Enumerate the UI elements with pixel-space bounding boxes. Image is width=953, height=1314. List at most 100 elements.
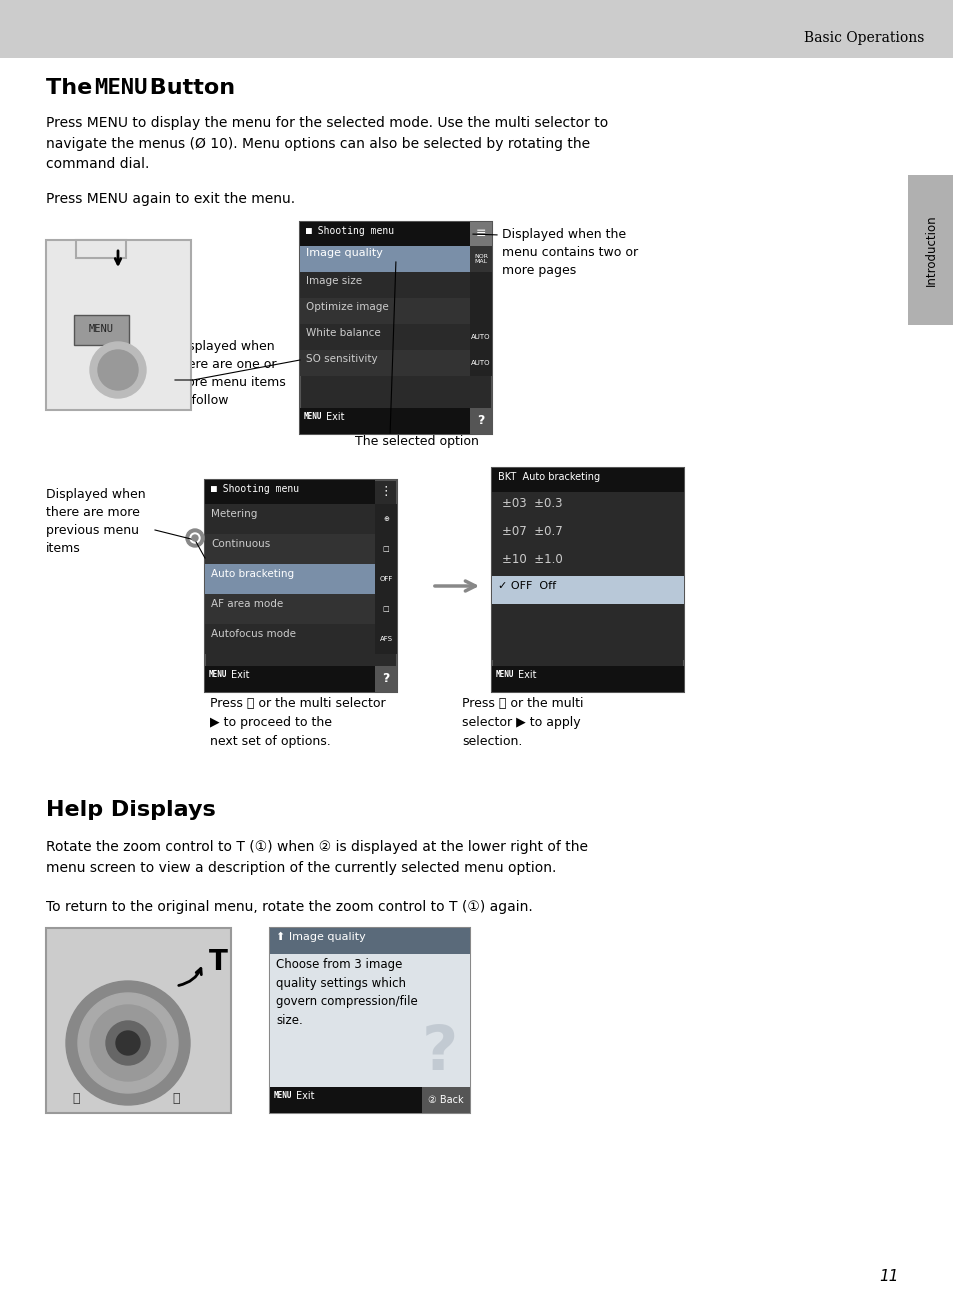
Text: BKT  Auto bracketing: BKT Auto bracketing (497, 472, 599, 482)
Text: Image size: Image size (306, 276, 362, 286)
Bar (76, 240, 126, 258)
Text: T: T (88, 1101, 93, 1112)
Text: ±10  ±1.0: ±10 ±1.0 (501, 553, 562, 566)
Text: MENU: MENU (89, 325, 113, 334)
Bar (205, 666, 375, 692)
Text: Optimize image: Optimize image (306, 302, 388, 311)
Text: ⊕: ⊕ (383, 516, 389, 522)
Circle shape (90, 1005, 166, 1081)
Bar (492, 520, 683, 548)
Text: ?: ? (382, 673, 389, 686)
Bar (205, 533, 375, 564)
Text: ?: ? (476, 414, 484, 427)
Text: ⋮: ⋮ (379, 485, 392, 498)
Text: ±03  ±0.3: ±03 ±0.3 (501, 497, 562, 510)
Text: Rotate the zoom control to T (①) when ② is displayed at the lower right of the
m: Rotate the zoom control to T (①) when ② … (46, 840, 587, 875)
Bar (375, 564, 396, 594)
Text: MENU: MENU (94, 78, 148, 99)
Circle shape (190, 533, 200, 543)
Bar (470, 325, 492, 350)
Bar (46, 928, 231, 1113)
Text: AF area mode: AF area mode (211, 599, 283, 608)
Bar (421, 1087, 470, 1113)
Bar (375, 505, 396, 533)
Bar (299, 222, 492, 434)
Circle shape (78, 993, 178, 1093)
Bar (299, 350, 470, 376)
Text: To return to the original menu, rotate the zoom control to T (①) again.: To return to the original menu, rotate t… (46, 900, 532, 915)
Circle shape (98, 350, 138, 390)
Text: Help Displays: Help Displays (46, 800, 215, 820)
Text: ✓ OFF  Off: ✓ OFF Off (497, 581, 556, 591)
Bar (375, 594, 396, 624)
Bar (270, 954, 470, 1087)
Bar (205, 564, 375, 594)
Bar (205, 505, 375, 533)
Text: The selected option: The selected option (355, 435, 478, 448)
Bar (299, 298, 470, 325)
Text: SO sensitivity: SO sensitivity (306, 353, 377, 364)
Text: Exit: Exit (231, 670, 250, 681)
Text: Exit: Exit (517, 670, 536, 681)
Text: W: W (161, 1101, 171, 1112)
Text: AFS: AFS (379, 636, 392, 643)
Bar (492, 632, 683, 660)
Text: □: □ (382, 606, 389, 612)
Text: □: □ (382, 547, 389, 552)
Bar (492, 666, 683, 692)
Text: ⓝ: ⓝ (172, 1092, 179, 1105)
Text: Press Ⓚ or the multi
selector ▶ to apply
selection.: Press Ⓚ or the multi selector ▶ to apply… (461, 696, 583, 748)
Text: Press Ⓚ or the multi selector
▶ to proceed to the
next set of options.: Press Ⓚ or the multi selector ▶ to proce… (210, 696, 385, 748)
Text: NOR
MAL: NOR MAL (474, 254, 488, 264)
Text: Autofocus mode: Autofocus mode (211, 629, 295, 639)
Bar (492, 491, 683, 520)
Text: Continuous: Continuous (211, 539, 270, 549)
Text: Button: Button (142, 78, 234, 99)
Text: MENU: MENU (304, 413, 322, 420)
Text: ■ Shooting menu: ■ Shooting menu (211, 484, 299, 494)
Bar (270, 928, 470, 954)
Text: White balance: White balance (306, 328, 380, 338)
Text: ±07  ±0.7: ±07 ±0.7 (501, 526, 562, 537)
Bar (299, 222, 470, 246)
Text: 11: 11 (879, 1269, 898, 1284)
Text: Auto bracketing: Auto bracketing (211, 569, 294, 579)
Bar (492, 468, 683, 491)
Text: Image quality: Image quality (306, 248, 382, 258)
Bar (907, 175, 953, 325)
Bar (492, 604, 683, 632)
Bar (299, 246, 470, 272)
Text: Exit: Exit (295, 1091, 314, 1101)
Circle shape (186, 530, 204, 547)
Bar (0, 0, 953, 58)
Circle shape (106, 1021, 150, 1066)
Text: MENU: MENU (209, 670, 227, 679)
Text: Displayed when the
menu contains two or
more pages: Displayed when the menu contains two or … (501, 229, 638, 277)
Bar (470, 298, 492, 325)
Text: ⬆ Image quality: ⬆ Image quality (275, 932, 365, 942)
Text: MENU: MENU (274, 1091, 293, 1100)
Text: ■ Shooting menu: ■ Shooting menu (306, 226, 394, 237)
Bar (299, 325, 470, 350)
Text: Introduction: Introduction (923, 214, 937, 286)
Bar (470, 246, 492, 272)
Circle shape (116, 1031, 140, 1055)
Text: ② Back: ② Back (428, 1095, 463, 1105)
Bar (270, 928, 470, 1113)
Bar (492, 576, 683, 604)
Text: ⓘ: ⓘ (72, 1092, 80, 1105)
Text: Choose from 3 image
quality settings which
govern compression/file
size.: Choose from 3 image quality settings whi… (275, 958, 417, 1026)
Bar (299, 409, 470, 434)
Bar (205, 594, 375, 624)
Text: Exit: Exit (326, 413, 344, 422)
Bar (270, 1087, 470, 1113)
Text: Press MENU again to exit the menu.: Press MENU again to exit the menu. (46, 192, 294, 206)
Bar (470, 222, 492, 246)
Bar (299, 272, 470, 298)
Bar (74, 315, 129, 346)
Circle shape (90, 342, 146, 398)
Bar (205, 480, 375, 505)
Text: Displayed when
there are one or
more menu items
to follow: Displayed when there are one or more men… (174, 340, 286, 407)
Text: ≡: ≡ (476, 227, 486, 240)
Text: AUTO: AUTO (471, 360, 490, 367)
